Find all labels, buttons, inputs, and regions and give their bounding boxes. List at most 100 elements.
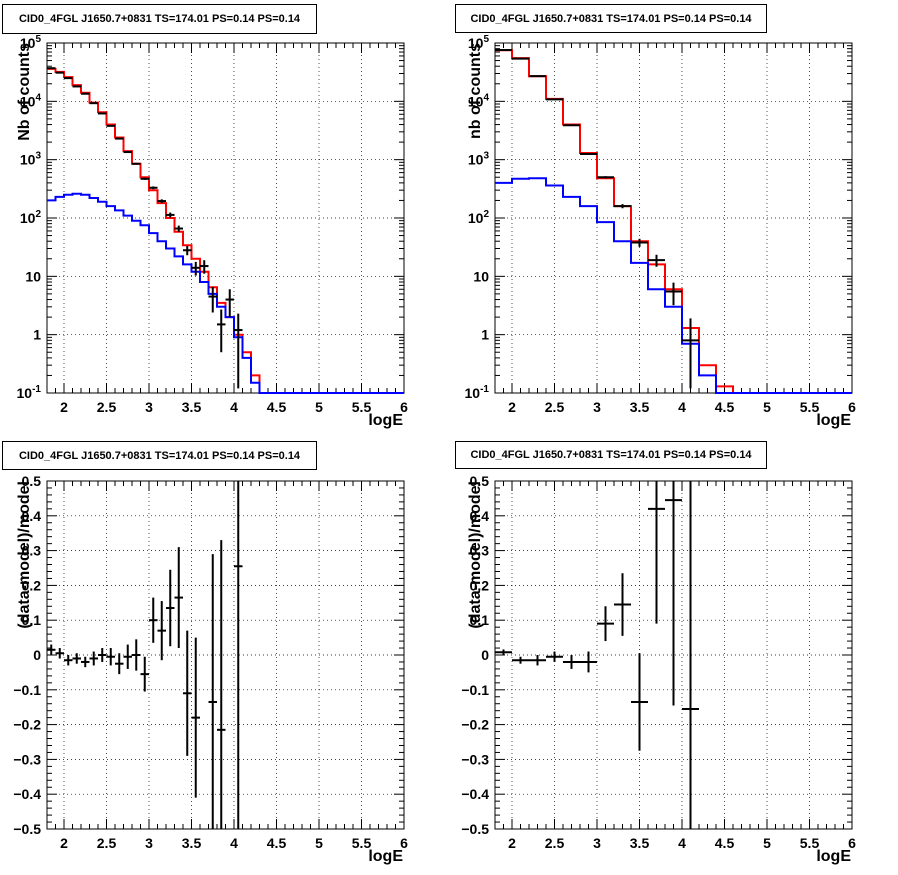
data-point <box>183 630 192 756</box>
x-tick-label: 4 <box>230 835 238 851</box>
x-tick-label: 4 <box>230 399 238 415</box>
panel-2: 2 2.5 3 3.5 4 4.5 5 5.5 6 10-1 1 10 102 103 104 105 logE… <box>465 34 857 429</box>
data-point <box>115 137 124 140</box>
y-tick-label: 104 <box>468 92 490 109</box>
data-point <box>580 153 597 156</box>
x-tick-label: 2.5 <box>97 835 117 851</box>
data-point <box>234 481 243 829</box>
data-point <box>64 655 73 666</box>
y-tick-label: 0 <box>481 647 489 663</box>
y-tick-label: −0.1 <box>13 682 41 698</box>
plot-frame <box>494 42 853 394</box>
y-tick-label: 0.1 <box>22 612 42 628</box>
x-tick-label: 5.5 <box>352 835 372 851</box>
x-tick-label: 3 <box>145 835 153 851</box>
data-points <box>495 481 699 829</box>
y-tick-label: 103 <box>468 151 490 168</box>
y-tick-label: −0.2 <box>13 717 41 733</box>
x-tick-label: 6 <box>848 399 856 415</box>
x-tick-label: 3 <box>593 399 601 415</box>
y-tick-label: 0.2 <box>22 577 42 593</box>
panel-title: CID0_4FGL J1650.7+0831 TS=174.01 PS=0.14… <box>455 4 767 33</box>
data-point <box>217 309 226 353</box>
x-tick-label: 2 <box>60 399 68 415</box>
data-points <box>47 481 243 829</box>
data-point <box>98 112 107 115</box>
x-tick-label: 2.5 <box>545 399 565 415</box>
y-tick-label: 10 <box>473 268 489 284</box>
histogram-series-1 <box>495 49 852 394</box>
data-points <box>47 67 243 389</box>
y-tick-label: 102 <box>20 209 42 226</box>
panel-title: CID0_4FGL J1650.7+0831 TS=174.01 PS=0.14… <box>2 4 317 34</box>
data-point <box>614 573 631 636</box>
y-tick-label: 1 <box>33 327 41 343</box>
data-point <box>72 653 81 664</box>
data-point <box>166 569 175 647</box>
histogram-series-2 <box>47 192 404 394</box>
y-tick-label: 0.4 <box>22 508 42 524</box>
x-axis-label: logE <box>816 848 851 865</box>
y-axis-label: (data-model)/model <box>16 481 33 629</box>
y-tick-label: 0.1 <box>470 612 490 628</box>
data-point <box>140 656 149 692</box>
data-point <box>123 644 132 669</box>
data-point <box>47 644 56 655</box>
x-tick-label: 3.5 <box>630 399 650 415</box>
data-point <box>512 656 529 664</box>
y-tick-label: 0.3 <box>22 543 42 559</box>
data-point <box>546 651 563 662</box>
data-point <box>234 313 243 389</box>
data-point <box>665 481 682 706</box>
y-tick-label: 105 <box>468 34 490 51</box>
x-tick-label: 3 <box>593 835 601 851</box>
y-tick-label: −0.3 <box>13 751 41 767</box>
x-tick-label: 5 <box>763 835 771 851</box>
y-tick-label: −0.5 <box>461 821 489 837</box>
data-point <box>217 540 226 829</box>
data-point <box>631 238 648 247</box>
x-tick-label: 4.5 <box>267 399 287 415</box>
y-tick-label: 0 <box>33 647 41 663</box>
x-tick-label: 2.5 <box>545 835 565 851</box>
data-point <box>495 649 512 655</box>
histogram-series-1 <box>47 67 404 394</box>
y-axis-label: Nb of counts <box>16 43 33 141</box>
x-tick-label: 5.5 <box>800 399 820 415</box>
y-tick-label: 0.3 <box>470 543 490 559</box>
x-tick-label: 6 <box>848 835 856 851</box>
data-point <box>89 102 98 105</box>
y-tick-label: −0.5 <box>13 821 41 837</box>
panel-4: 2 2.5 3 3.5 4 4.5 5 5.5 6 −0.5 −0.4 −0.3 −0.2 −0.1 0 0.… <box>461 473 856 865</box>
x-tick-label: 5 <box>763 399 771 415</box>
data-point <box>174 547 183 649</box>
x-tick-label: 2 <box>508 399 516 415</box>
data-point <box>529 655 546 666</box>
x-tick-label: 6 <box>400 835 408 851</box>
y-tick-label: −0.4 <box>461 786 489 802</box>
data-point <box>614 204 631 209</box>
data-point <box>174 225 183 232</box>
data-point <box>648 481 665 624</box>
x-tick-label: 2 <box>60 835 68 851</box>
data-point <box>166 212 175 218</box>
x-tick-label: 3 <box>145 399 153 415</box>
x-tick-label: 5.5 <box>352 399 372 415</box>
y-tick-label: 10 <box>25 268 41 284</box>
data-point <box>89 651 98 666</box>
y-tick-label: 0.4 <box>470 508 490 524</box>
data-point <box>106 124 115 127</box>
data-point <box>157 199 166 203</box>
data-point <box>665 282 682 306</box>
x-axis-label: logE <box>368 848 403 865</box>
data-points <box>495 48 699 389</box>
y-axis-label: (data-model)/model <box>467 481 484 629</box>
data-point <box>563 124 580 127</box>
data-point <box>580 651 597 673</box>
y-axis-label: nb of counts <box>467 43 484 139</box>
y-tick-label: −0.2 <box>461 717 489 733</box>
y-tick-label: −0.4 <box>13 786 41 802</box>
y-tick-label: 0.5 <box>470 473 490 489</box>
data-point <box>55 648 64 659</box>
